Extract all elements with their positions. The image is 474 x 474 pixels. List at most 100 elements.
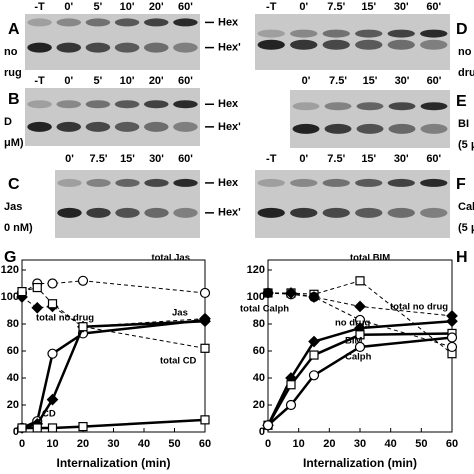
- condition-label: μM): [4, 137, 24, 149]
- x-tick-label: 20: [323, 438, 335, 450]
- point: [46, 393, 59, 406]
- gel-band: [322, 39, 350, 50]
- point: [17, 423, 27, 433]
- panel-letter: E: [456, 93, 467, 110]
- gel-band: [257, 29, 285, 38]
- gel-band: [290, 178, 318, 187]
- point: [446, 341, 458, 353]
- point: [47, 423, 58, 433]
- series-label: total Jas: [151, 253, 190, 264]
- gel-image: [25, 14, 200, 70]
- gel-band: [388, 123, 416, 134]
- point: [32, 423, 42, 433]
- lane-label: 5': [94, 75, 103, 87]
- gel-band: [85, 121, 111, 132]
- gel-band: [144, 121, 169, 132]
- gel-band: [85, 42, 111, 53]
- lane-label: 20': [149, 1, 164, 13]
- series-line: [267, 292, 453, 348]
- lane-label: 10': [120, 75, 135, 87]
- y-tick-label: 0: [259, 426, 265, 438]
- point: [308, 335, 320, 348]
- gel-band: [85, 18, 111, 27]
- y-tick-label: 20: [7, 399, 19, 411]
- series-label: BIM: [345, 336, 363, 347]
- lane-label: 15': [363, 75, 378, 87]
- gel-band: [114, 121, 140, 132]
- gel-image: [25, 88, 200, 146]
- series-label: Calph: [345, 352, 372, 363]
- point: [47, 299, 58, 309]
- gel-band: [355, 207, 383, 218]
- gel-band: [144, 18, 169, 27]
- gel-band: [27, 18, 52, 27]
- gel-band: [173, 207, 198, 218]
- series-line: [268, 292, 453, 317]
- lane-label: 7.5': [90, 153, 108, 165]
- gel-band: [388, 102, 416, 111]
- point: [285, 399, 297, 411]
- lane-label: -T: [266, 1, 277, 13]
- lane-label: 10': [120, 1, 135, 13]
- x-tick-label: 60: [199, 438, 211, 450]
- point: [31, 301, 44, 314]
- series-label: Jas: [172, 308, 188, 319]
- point: [355, 330, 365, 340]
- gel-band: [85, 100, 111, 109]
- condition-label: no: [458, 46, 472, 58]
- lane-label: 15': [120, 153, 135, 165]
- y-tick-label: 0: [13, 426, 19, 438]
- point: [446, 315, 458, 328]
- point: [262, 287, 274, 299]
- point: [17, 287, 27, 297]
- gel-band: [322, 29, 350, 38]
- condition-label: (5 μ: [458, 222, 474, 234]
- gel-band: [290, 207, 318, 218]
- gel-band: [290, 39, 318, 50]
- lane-label: 60': [178, 1, 193, 13]
- gel-band: [56, 121, 81, 132]
- gel-band: [56, 100, 81, 109]
- point: [354, 341, 366, 353]
- point: [286, 380, 296, 390]
- gel-band: [257, 39, 285, 50]
- condition-label: Cal: [458, 201, 474, 213]
- gel-band: [420, 102, 448, 111]
- gel-band: [356, 102, 384, 111]
- gel-band: [173, 18, 198, 27]
- lane-label: 0': [299, 153, 308, 165]
- point: [308, 291, 320, 303]
- x-tick-label: 40: [138, 438, 150, 450]
- gel-band: [387, 178, 415, 187]
- x-tick-label: 50: [168, 438, 180, 450]
- y-tick-label: 20: [253, 399, 265, 411]
- series-label: total no drug: [36, 313, 94, 324]
- lane-label: 0': [65, 153, 74, 165]
- gel-band: [322, 207, 350, 218]
- gel-band: [144, 42, 169, 53]
- lane-label: 0': [64, 1, 73, 13]
- x-tick-label: 40: [385, 438, 397, 450]
- point: [355, 276, 365, 286]
- x-tick-label: 50: [415, 438, 427, 450]
- lane-label: 20': [149, 75, 164, 87]
- lane-label: 7.5': [327, 153, 345, 165]
- lane-label: 60': [427, 75, 442, 87]
- gel-band: [114, 42, 140, 53]
- panel-letter: D: [456, 21, 468, 38]
- series-label: total CD: [160, 356, 197, 367]
- gel-band: [173, 100, 198, 109]
- condition-label: 0 nM): [4, 222, 33, 234]
- point: [285, 287, 297, 299]
- panel-letter: G: [4, 249, 16, 266]
- gel-band: [56, 42, 81, 53]
- y-tick-label: 40: [7, 372, 19, 384]
- lane-label: 60': [426, 153, 441, 165]
- series-label: total Calph: [240, 304, 289, 315]
- gel-band: [290, 29, 318, 38]
- x-tick-label: 30: [354, 438, 366, 450]
- condition-label: BI: [458, 118, 469, 130]
- point: [199, 315, 211, 328]
- lane-label: 30': [394, 1, 409, 13]
- condition-label: no: [4, 46, 18, 58]
